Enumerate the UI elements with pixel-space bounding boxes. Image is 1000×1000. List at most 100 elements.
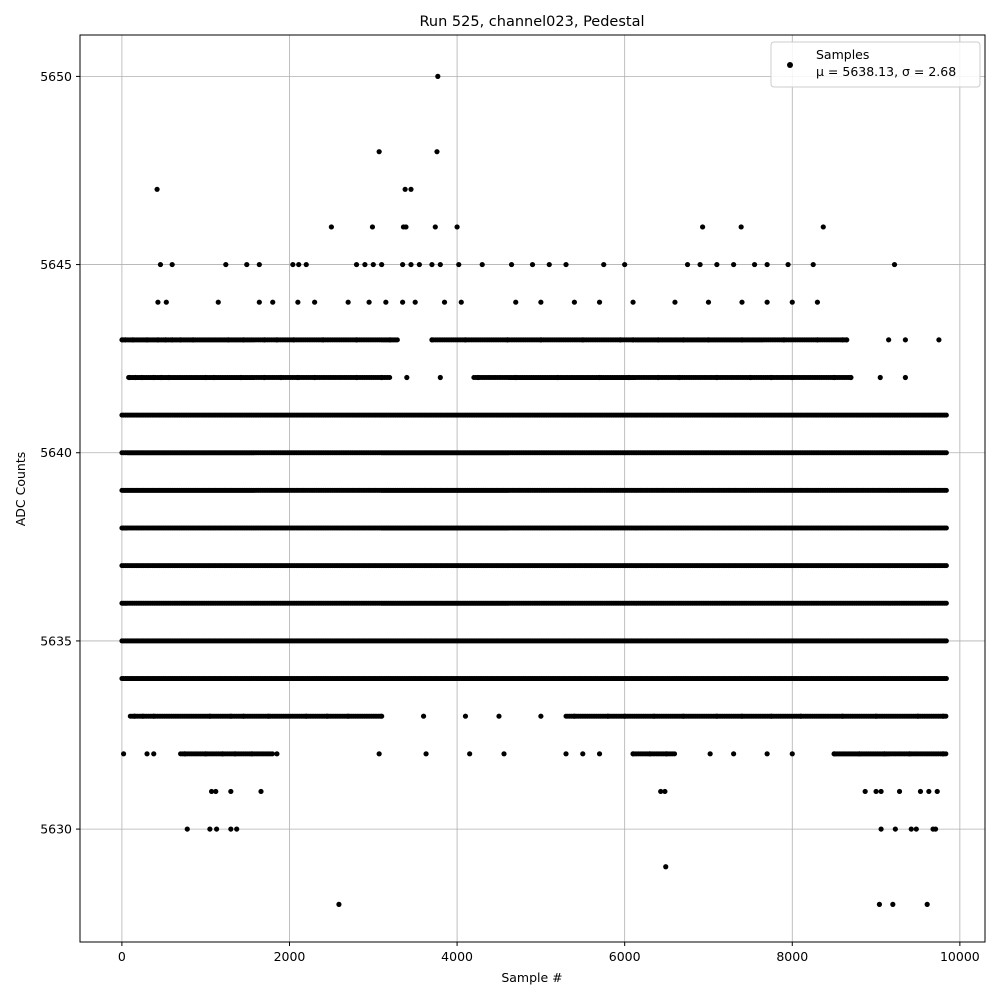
data-point [814, 337, 821, 343]
data-point [622, 261, 628, 268]
legend-series-stats: μ = 5638.13, σ = 2.68 [816, 64, 956, 79]
data-point [663, 864, 669, 870]
legend-series-name: Samples [816, 47, 869, 62]
data-point [256, 261, 262, 268]
x-axis-ticks: 0 2000 4000 6000 8000 10000 [118, 942, 980, 964]
data-point [228, 713, 234, 719]
data-point [714, 261, 720, 268]
data-point [274, 337, 280, 343]
data-point [739, 337, 745, 343]
data-point [249, 751, 255, 757]
data-point [353, 374, 360, 381]
data-point [891, 261, 898, 268]
data-point [877, 374, 883, 381]
data-point [655, 337, 661, 343]
data-point [697, 261, 703, 268]
data-point [369, 224, 376, 230]
data-point [225, 337, 231, 343]
data-point [140, 713, 146, 719]
data-point [647, 751, 653, 757]
data-point [680, 713, 686, 719]
data-point [336, 901, 342, 907]
x-axis-label: Sample # [501, 970, 562, 985]
data-point [132, 374, 138, 381]
data-point [538, 337, 544, 343]
data-point [228, 788, 234, 795]
data-point [915, 713, 921, 719]
data-point [383, 299, 389, 305]
data-point [890, 901, 896, 907]
data-point [177, 337, 184, 343]
data-point [580, 751, 586, 757]
data-point [402, 186, 408, 192]
data-point [379, 261, 385, 268]
data-point [126, 374, 133, 381]
data-point [278, 374, 284, 381]
data-point [738, 224, 744, 230]
data-point [265, 713, 272, 719]
data-point [345, 299, 351, 305]
data-point [529, 261, 536, 268]
data-point [630, 299, 636, 305]
data-point [839, 337, 846, 343]
legend-box [770, 41, 981, 88]
data-point [270, 299, 276, 305]
data-point [151, 374, 157, 381]
data-point [563, 751, 569, 757]
y-tick-label: 5635 [40, 633, 72, 648]
data-point [240, 713, 247, 719]
data-point [798, 713, 804, 719]
data-point [739, 713, 745, 719]
data-point [902, 337, 908, 343]
data-point [408, 261, 414, 268]
data-point [876, 901, 883, 907]
data-point [258, 788, 264, 795]
data-point [538, 713, 544, 719]
data-point [291, 337, 297, 343]
data-point [714, 713, 720, 719]
data-point [223, 261, 229, 268]
data-point [240, 337, 247, 343]
data-point [122, 337, 128, 343]
data-point [376, 149, 382, 155]
data-point [906, 751, 913, 757]
data-point [655, 374, 661, 381]
data-point [940, 713, 946, 719]
data-point [878, 826, 884, 832]
data-point [496, 713, 502, 719]
data-point [120, 751, 127, 757]
data-point [296, 261, 302, 268]
data-point [467, 751, 473, 757]
x-tick-label: 6000 [609, 949, 641, 964]
data-point [208, 788, 215, 795]
data-point [238, 374, 244, 381]
data-point [881, 751, 888, 757]
data-point [207, 713, 213, 719]
data-point [320, 337, 326, 343]
data-point [166, 374, 172, 381]
data-point [658, 788, 664, 795]
data-point [182, 751, 188, 757]
data-point [303, 261, 309, 268]
data-point [434, 149, 440, 155]
data-point [435, 73, 441, 79]
data-point [387, 337, 393, 343]
y-tick-label: 5645 [40, 257, 72, 272]
data-point [747, 374, 753, 381]
data-point [303, 713, 309, 719]
data-point [764, 299, 770, 305]
data-point [886, 337, 892, 343]
data-point [130, 337, 136, 343]
data-point [379, 713, 385, 719]
data-point [626, 374, 632, 381]
data-point [934, 788, 940, 795]
data-point [190, 337, 196, 343]
x-tick-label: 4000 [441, 949, 473, 964]
data-point [362, 261, 368, 268]
data-point [601, 261, 607, 268]
data-point [896, 788, 903, 795]
data-point [456, 261, 462, 268]
data-point [902, 374, 908, 381]
data-point [420, 713, 427, 719]
data-point [924, 901, 930, 907]
